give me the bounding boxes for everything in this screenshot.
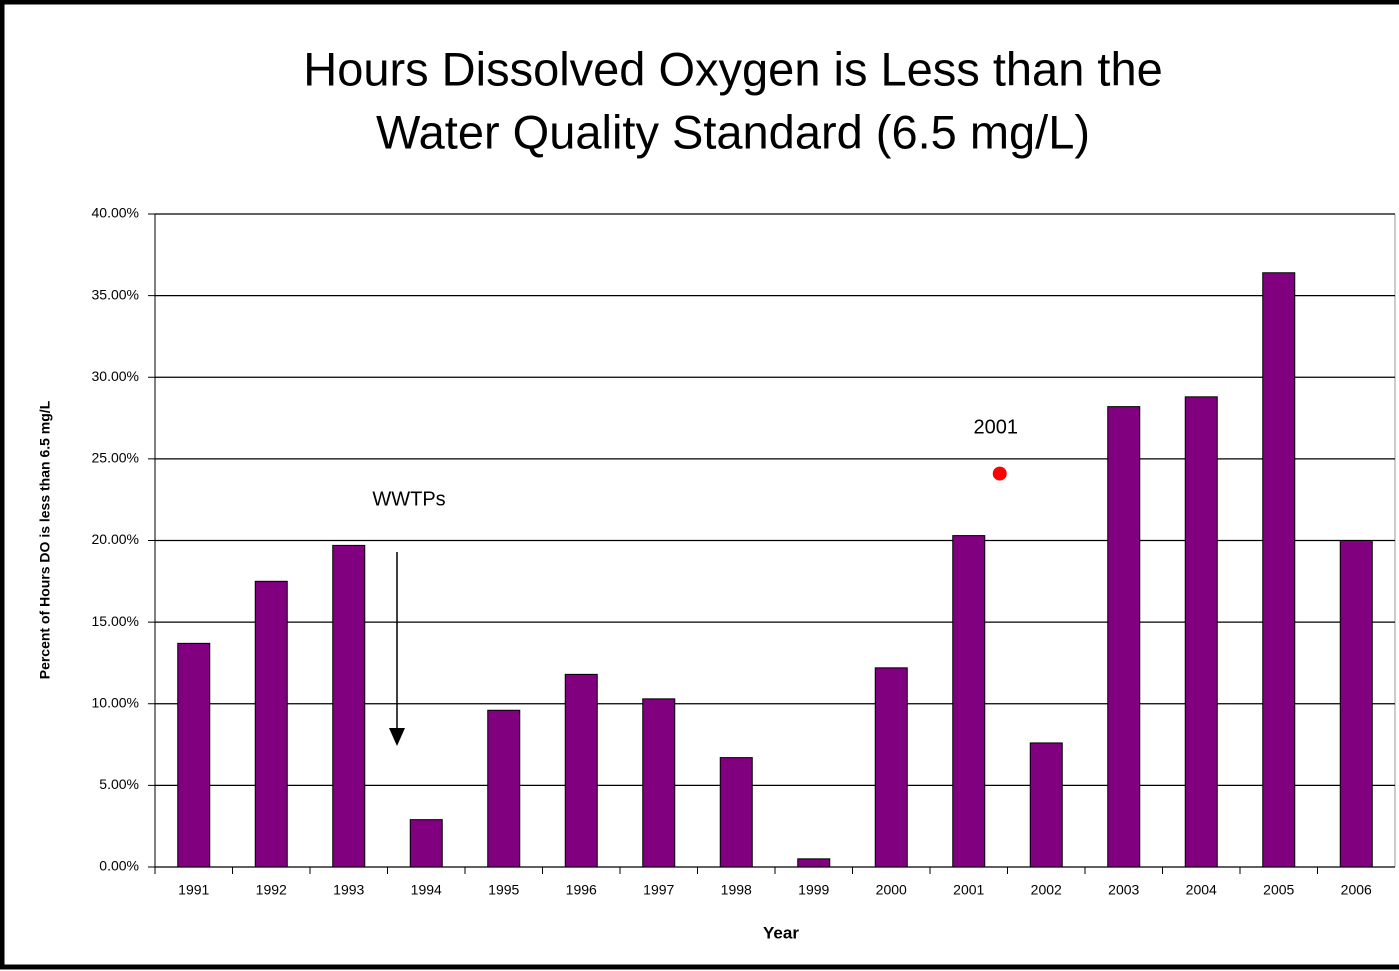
- y-tick-label: 20.00%: [92, 531, 139, 547]
- x-tick-label: 1997: [643, 882, 674, 898]
- annotation: 2001: [974, 416, 1019, 438]
- bar: [719, 757, 753, 868]
- x-tick-label: 2002: [1031, 882, 1062, 898]
- y-tick-label: 15.00%: [92, 613, 139, 629]
- x-tick-label: 2003: [1108, 882, 1139, 898]
- bar: [1029, 742, 1063, 868]
- y-tick-label: 5.00%: [99, 776, 139, 792]
- bar: [874, 667, 908, 868]
- x-tick-label: 1991: [178, 882, 209, 898]
- chart-title: Water Quality Standard (6.5 mg/L): [376, 105, 1090, 158]
- bar: [177, 642, 211, 868]
- x-tick-label: 1995: [488, 882, 519, 898]
- x-tick-label: 1993: [333, 882, 364, 898]
- y-tick-label: 35.00%: [92, 286, 139, 302]
- x-axis-label: Year: [763, 923, 799, 942]
- bar: [952, 535, 986, 868]
- y-tick-label: 30.00%: [92, 368, 139, 384]
- x-tick-label: 2004: [1186, 882, 1217, 898]
- x-tick-label: 2000: [876, 882, 907, 898]
- y-tick-label: 10.00%: [92, 694, 139, 710]
- x-tick-label: 1994: [411, 882, 442, 898]
- x-tick-label: 1999: [798, 882, 829, 898]
- bar: [564, 673, 598, 868]
- x-tick-label: 2006: [1341, 882, 1372, 898]
- bar: [1339, 540, 1373, 868]
- bar: [797, 858, 831, 868]
- x-tick-label: 1996: [566, 882, 597, 898]
- bar: [332, 544, 366, 868]
- bar: [1262, 272, 1296, 868]
- point: [992, 466, 1007, 481]
- bar: [1184, 396, 1218, 868]
- bar: [409, 819, 443, 868]
- x-tick-label: 2001: [953, 882, 984, 898]
- y-tick-label: 25.00%: [92, 450, 139, 466]
- x-tick-label: 1998: [721, 882, 752, 898]
- arrow-head: [389, 728, 405, 746]
- bar: [1107, 406, 1141, 868]
- annotation: WWTPs: [372, 488, 445, 510]
- bar: [254, 580, 288, 868]
- chart-title: Hours Dissolved Oxygen is Less than the: [303, 42, 1162, 95]
- y-tick-label: 40.00%: [92, 205, 139, 221]
- y-axis-label: Percent of Hours DO is less than 6.5 mg/…: [37, 400, 53, 679]
- x-tick-label: 2005: [1263, 882, 1294, 898]
- x-tick-label: 1992: [256, 882, 287, 898]
- bar: [642, 698, 676, 868]
- y-tick-label: 0.00%: [99, 858, 139, 874]
- bar: [487, 709, 521, 868]
